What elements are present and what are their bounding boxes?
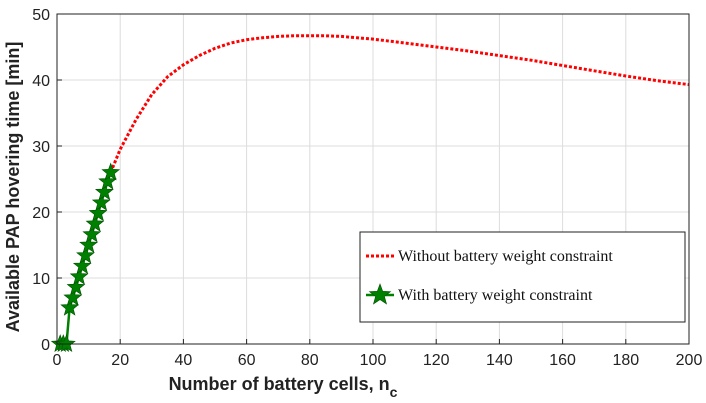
plot-frame bbox=[56, 13, 690, 345]
x-axis-label-subscript: c bbox=[390, 384, 398, 400]
y-tick-label: 50 bbox=[32, 7, 50, 24]
x-tick-label: 200 bbox=[676, 352, 703, 369]
data-point-star bbox=[98, 171, 117, 190]
data-point-star bbox=[85, 214, 105, 232]
x-tick-label: 40 bbox=[175, 352, 193, 369]
x-tick-label: 180 bbox=[612, 352, 639, 369]
x-tick-label: 140 bbox=[486, 352, 513, 369]
series-layer bbox=[50, 34, 690, 352]
data-point-star bbox=[69, 266, 89, 285]
x-tick-label: 120 bbox=[423, 352, 450, 369]
data-point-star bbox=[76, 245, 95, 264]
x-tick-label: 100 bbox=[360, 352, 387, 369]
data-point-star bbox=[101, 162, 121, 181]
x-tick-label: 60 bbox=[238, 352, 256, 369]
data-point-star bbox=[72, 256, 92, 275]
data-point-star bbox=[88, 203, 108, 222]
x-tick-label: 80 bbox=[301, 352, 319, 369]
data-point-star bbox=[91, 192, 111, 211]
x-tick-label: 20 bbox=[111, 352, 129, 369]
data-point-star bbox=[63, 287, 83, 306]
legend-box bbox=[359, 231, 686, 323]
y-tick-label: 20 bbox=[32, 205, 50, 222]
y-tick-label: 0 bbox=[41, 337, 50, 354]
x-tick-label: 160 bbox=[549, 352, 576, 369]
x-axis-label-text: Number of battery cells, n bbox=[169, 374, 390, 394]
y-axis-label: Available PAP hovering time [min] bbox=[3, 42, 23, 333]
x-axis-label: Number of battery cells, nc bbox=[169, 374, 398, 400]
axis-ticks: 0 20 40 60 80 100 120 140 160 180 200 0 10 20 30 40 50 bbox=[32, 7, 702, 369]
legend: Without battery weight constraint With b… bbox=[359, 231, 686, 323]
legend-star-marker bbox=[368, 283, 392, 305]
series-line-without-constraint bbox=[109, 34, 690, 173]
data-point-star bbox=[57, 334, 76, 352]
x-tick-label: 0 bbox=[53, 352, 62, 369]
data-point-star bbox=[66, 277, 86, 296]
legend-label-without-constraint: Without battery weight constraint bbox=[398, 248, 613, 265]
y-tick-label: 40 bbox=[32, 73, 50, 90]
legend-label-with-constraint: With battery weight constraint bbox=[398, 287, 593, 304]
y-tick-label: 10 bbox=[32, 271, 50, 288]
y-tick-label: 30 bbox=[32, 139, 50, 156]
data-point-star bbox=[60, 297, 79, 316]
data-point-star bbox=[82, 224, 102, 243]
data-point-star bbox=[94, 182, 114, 201]
data-point-star bbox=[79, 235, 99, 253]
